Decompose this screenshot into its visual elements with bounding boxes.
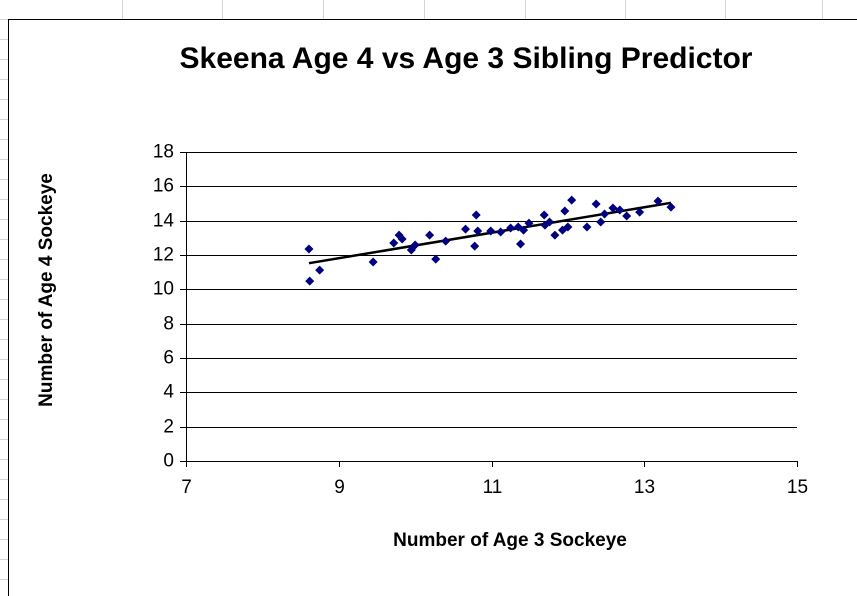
data-point: [563, 222, 573, 232]
plot: 0 2 4 6 8 10 12 14 16 18 7 9 11 13 15: [153, 142, 808, 499]
data-point: [471, 210, 481, 220]
y-tick-label: 10: [153, 279, 174, 300]
x-tick-label: 7: [181, 477, 192, 498]
y-tick-label: 12: [153, 245, 174, 266]
x-tick-label: 15: [787, 477, 808, 498]
x-tick-label: 13: [634, 477, 655, 498]
y-tick-label: 2: [163, 417, 174, 438]
data-point: [470, 241, 480, 251]
y-tick-label: 6: [163, 348, 174, 369]
x-tick-label: 11: [483, 477, 503, 498]
y-tick-label: 0: [163, 451, 174, 472]
data-point: [425, 230, 435, 240]
data-point: [410, 240, 420, 250]
data-point: [545, 217, 555, 227]
x-tick-label: 9: [334, 477, 345, 498]
data-point: [635, 207, 645, 217]
data-point: [516, 239, 526, 249]
data-point: [666, 202, 676, 212]
data-point: [550, 230, 560, 240]
data-point: [567, 195, 577, 205]
data-point: [560, 206, 570, 216]
data-point: [368, 257, 378, 267]
chart-frame: [8, 19, 857, 596]
y-tick-label: 16: [153, 176, 174, 197]
data-point: [389, 238, 399, 248]
data-point: [653, 196, 663, 206]
data-point: [539, 210, 549, 220]
data-point: [506, 223, 516, 233]
data-point: [441, 236, 451, 246]
data-point: [615, 205, 625, 215]
data-point: [524, 218, 534, 228]
data-point: [600, 209, 610, 219]
data-point: [431, 254, 441, 264]
y-tick-label: 14: [153, 211, 175, 232]
chart-title: Skeena Age 4 vs Age 3 Sibling Predictor: [180, 42, 753, 75]
data-point: [397, 234, 407, 244]
data-point: [519, 225, 529, 235]
y-tick-label: 18: [153, 142, 174, 163]
data-point: [591, 199, 601, 209]
data-point: [315, 265, 325, 275]
y-tick-label: 8: [163, 314, 174, 335]
data-point: [305, 276, 315, 286]
data-point: [608, 203, 618, 213]
data-point: [304, 244, 314, 254]
data-point: [461, 224, 471, 234]
x-axis-label: Number of Age 3 Sockeye: [393, 530, 627, 551]
data-point: [582, 222, 592, 232]
data-point: [486, 226, 496, 236]
data-point: [496, 227, 506, 237]
data-point: [596, 217, 606, 227]
y-axis-label: Number of Age 4 Sockeye: [36, 173, 57, 407]
data-point: [622, 211, 632, 221]
y-tick-label: 4: [163, 382, 174, 403]
data-point: [473, 226, 483, 236]
